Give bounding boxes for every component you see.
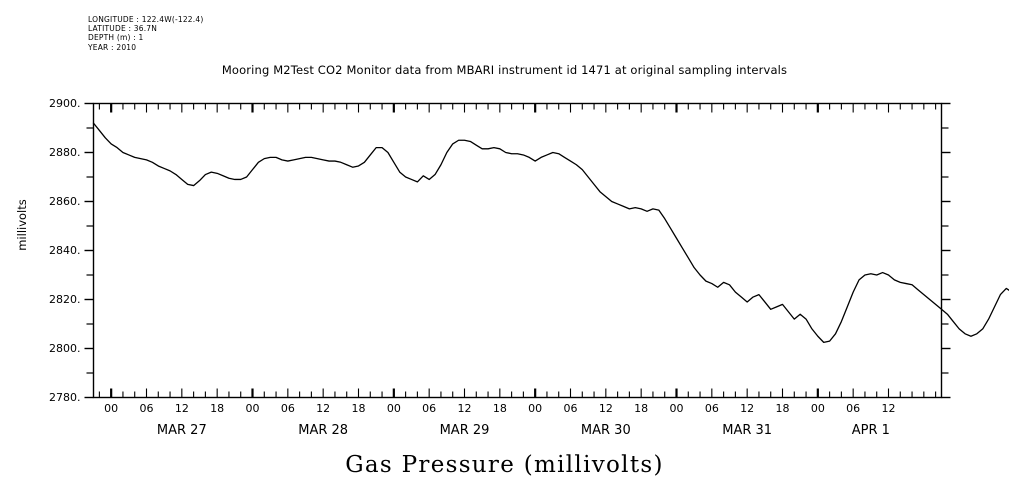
metadata-longitude: LONGITUDE : 122.4W(-122.4) (88, 15, 204, 24)
plot-border (92, 102, 943, 399)
x-hour-label: 12 (174, 401, 189, 415)
x-hour-label: 00 (245, 401, 260, 415)
x-hour-label: 06 (563, 401, 578, 415)
metadata-depth: DEPTH (m) : 1 (88, 33, 144, 43)
x-hour-label: 12 (598, 401, 613, 415)
y-tick-label: 2900. (49, 96, 81, 110)
y-tick-label: 2840. (49, 243, 81, 257)
axis-ticks (84, 102, 951, 399)
x-hour-label: 18 (210, 401, 225, 415)
data-series (92, 122, 1009, 344)
x-date-label: MAR 31 (722, 422, 773, 438)
y-tick-label: 2800. (49, 341, 81, 355)
x-date-label: MAR 28 (298, 422, 349, 438)
metadata-year: YEAR : 2010 (88, 42, 137, 52)
x-hour-label: 00 (104, 401, 119, 415)
plot-frame (92, 102, 943, 399)
x-axis-label: Gas Pressure (millivolts) (345, 452, 664, 478)
x-hour-label: 06 (139, 401, 154, 415)
x-hour-label: 18 (351, 401, 366, 415)
x-hour-label: 18 (492, 401, 507, 415)
x-date-label: APR 1 (851, 422, 890, 438)
x-hour-label: 00 (810, 401, 825, 415)
x-hour-label: 12 (316, 401, 331, 415)
x-hour-label: 18 (634, 401, 649, 415)
x-hour-label: 06 (846, 401, 861, 415)
y-tick-label: 2780. (49, 390, 81, 404)
x-hour-label: 00 (386, 401, 401, 415)
x-hour-label: 00 (669, 401, 684, 415)
x-hour-label: 18 (775, 401, 790, 415)
y-tick-label: 2880. (49, 145, 81, 159)
x-date-label: MAR 27 (156, 422, 207, 438)
x-hour-label: 12 (457, 401, 472, 415)
x-hour-label: 00 (528, 401, 543, 415)
metadata-latitude: LATITUDE : 36.7N (88, 24, 158, 34)
x-hour-label: 06 (704, 401, 719, 415)
x-hour-label: 12 (740, 401, 755, 415)
x-hour-label: 06 (422, 401, 437, 415)
series-line-gas-pressure (92, 122, 1009, 344)
x-hour-label: 12 (881, 401, 896, 415)
x-hour-label: 06 (280, 401, 295, 415)
chart-title: Mooring M2Test CO2 Monitor data from MBA… (221, 63, 788, 77)
y-tick-label: 2820. (49, 292, 81, 306)
x-date-label: MAR 30 (580, 422, 631, 438)
x-date-label: MAR 29 (439, 422, 490, 438)
metadata-block: LONGITUDE : 122.4W(-122.4) LATITUDE : 36… (88, 15, 203, 52)
y-tick-label: 2860. (49, 194, 81, 208)
